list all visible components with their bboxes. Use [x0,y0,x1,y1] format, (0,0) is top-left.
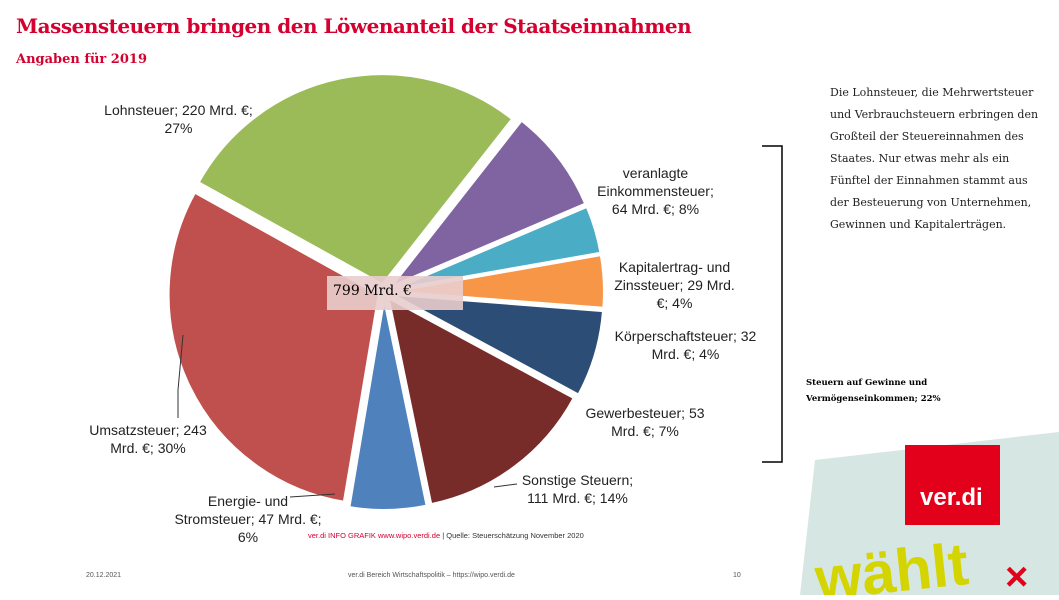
chart-title: Massensteuern bringen den Löwenanteil de… [16,14,692,38]
label-gewerbesteuer: Gewerbesteuer; 53 Mrd. €; 7% [585,405,705,439]
leader-lines [177,334,518,498]
source-brand: ver.di INFO GRAFIK www.wipo.verdi.de [308,531,441,540]
source-note: ver.di INFO GRAFIK www.wipo.verdi.de | Q… [308,531,584,540]
leader-line-sonstige [493,483,518,488]
source-text: | Quelle: Steuerschätzung November 2020 [440,531,584,540]
pie-slices [167,73,605,511]
verdi-logo-box [905,445,1000,525]
label-veranlagte-einkommensteuer: veranlagte Einkommensteuer; 64 Mrd. €; 8… [597,165,714,217]
label-umsatzsteuer: Umsatzsteuer; 243 Mrd. €; 30% [89,422,207,456]
bracket [762,145,783,463]
label-kapitalertragsteuer: Kapitalertrag- und Zinssteuer; 29 Mrd. €… [614,259,735,311]
chart-subtitle: Angaben für 2019 [16,52,147,67]
verdi-logo-area: ver.di wählt × [760,390,1059,600]
leader-line-umsatz [177,334,184,418]
pie-slice-gewerbesteuer [393,293,605,396]
label-energie-stromsteuer: Energie- und Stromsteuer; 47 Mrd. €; 6% [174,493,322,545]
footer-date: 20.12.2021 [86,572,122,579]
footer-center: ver.di Bereich Wirtschaftspolitik – http… [348,572,515,579]
label-lohnsteuer: Lohnsteuer; 220 Mrd. €; 27% [104,102,253,136]
profit-tax-label: Steuern auf Gewinne und Vermögenseinkomm… [806,378,941,404]
pie-slice-veranlagte-einkommensteuer [391,119,587,287]
leader-line-energie [289,493,336,498]
cross-mark: × [1005,555,1028,595]
pie-slice-lohnsteuer [197,73,514,286]
footer-page: 10 [733,572,741,579]
pie-slice-energie-und-stromsteuer [348,299,428,511]
pie-slice-umsatzsteuer [167,191,380,503]
pie-slice-kapitalertrag-und-zinssteuer [393,205,602,291]
total-label: 799 Mrd. € [327,276,463,310]
side-description: Die Lohnsteuer, die Mehrwertsteuer und V… [830,86,1039,231]
verdi-logo-text: ver.di [920,484,983,511]
label-koerperschaftsteuer: Körperschaftsteuer; 32 Mrd. €; 4% [614,328,757,362]
label-sonstige-steuern: Sonstige Steuern; 111 Mrd. €; 14% [521,472,634,506]
pie-slice-sonstige-steuern [387,296,575,506]
